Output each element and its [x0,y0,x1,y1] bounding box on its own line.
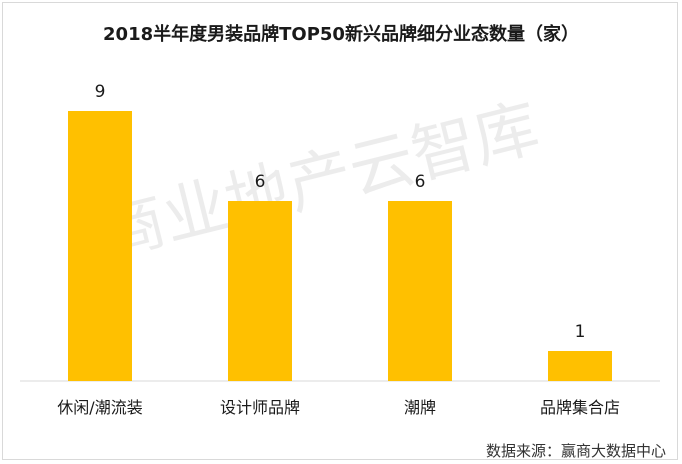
bar-0 [68,111,132,381]
x-tick-label-1: 设计师品牌 [220,398,300,417]
x-tick-label-2: 潮牌 [404,398,436,417]
chart-frame [2,2,678,460]
data-label-1: 6 [255,172,266,192]
source-note: 数据来源：赢商大数据中心 [485,442,666,460]
bar-2 [388,201,452,381]
chart-title: 2018半年度男装品牌TOP50新兴品牌细分业态数量（家） [103,24,579,45]
x-tick-label-0: 休闲/潮流装 [57,398,142,417]
data-label-0: 9 [95,82,106,102]
data-label-3: 1 [575,322,586,342]
data-label-2: 6 [415,172,426,192]
x-tick-label-3: 品牌集合店 [540,398,620,417]
bar-3 [548,351,612,381]
bar-1 [228,201,292,381]
